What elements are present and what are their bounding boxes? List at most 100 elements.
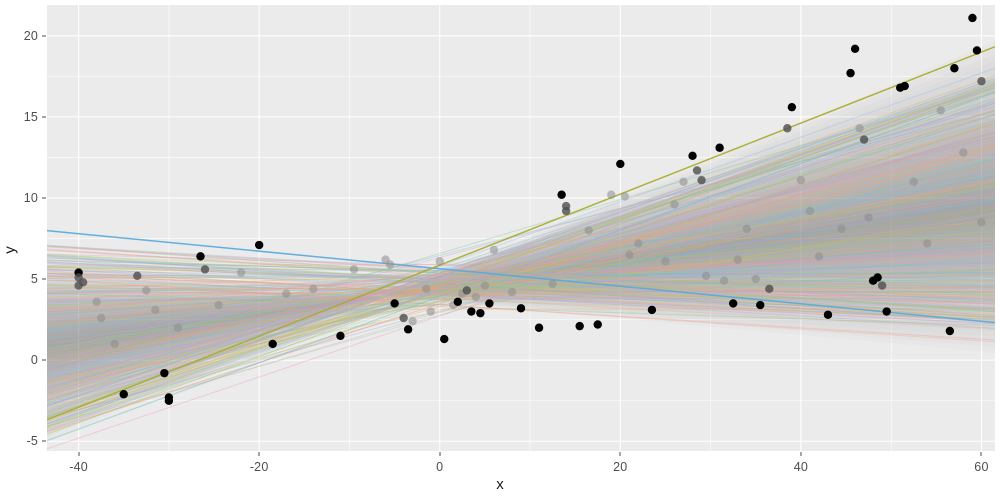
regression-line xyxy=(47,297,995,301)
regression-line xyxy=(47,240,995,330)
regression-line xyxy=(47,284,995,289)
data-point xyxy=(119,390,128,399)
regression-line xyxy=(47,230,995,307)
regression-line xyxy=(47,120,995,377)
regression-line xyxy=(47,85,995,425)
regression-line xyxy=(47,271,995,279)
steepest-positive-slope xyxy=(47,46,995,421)
regression-line xyxy=(47,272,995,297)
data-point xyxy=(670,200,679,209)
regression-line xyxy=(47,291,995,298)
regression-line xyxy=(47,130,995,407)
regression-line xyxy=(47,245,995,306)
y-axis-title: y xyxy=(1,246,19,254)
gridlines xyxy=(47,5,995,451)
regression-line xyxy=(47,91,995,441)
regression-line xyxy=(47,275,995,305)
regression-line xyxy=(47,223,995,324)
regression-line xyxy=(47,185,995,350)
regression-line xyxy=(47,217,995,331)
regression-line xyxy=(47,173,995,378)
data-point xyxy=(909,177,918,186)
regression-line xyxy=(47,160,995,391)
y-tick-label: 20 xyxy=(23,28,38,43)
data-point xyxy=(164,396,174,405)
data-point xyxy=(476,308,485,318)
regression-line xyxy=(47,102,995,425)
regression-line xyxy=(47,239,995,324)
regression-line xyxy=(47,250,995,301)
regression-line xyxy=(47,244,995,303)
data-point xyxy=(467,307,476,316)
data-point xyxy=(471,292,481,302)
x-tick-mark xyxy=(619,452,621,456)
data-point xyxy=(805,206,815,216)
data-point xyxy=(151,305,160,315)
regression-line xyxy=(47,83,995,427)
regression-line xyxy=(47,84,995,431)
regression-line xyxy=(47,199,995,332)
regression-line xyxy=(47,79,995,416)
data-point xyxy=(516,304,526,313)
data-point xyxy=(742,224,751,234)
regression-line xyxy=(47,85,995,414)
x-tick-mark xyxy=(258,452,260,456)
regression-line xyxy=(47,148,995,351)
regression-line xyxy=(47,274,995,304)
regression-line xyxy=(47,249,995,312)
data-point xyxy=(616,159,625,169)
regression-line xyxy=(47,109,995,428)
regression-line xyxy=(47,271,995,323)
data-point xyxy=(422,284,431,294)
data-point xyxy=(593,320,602,329)
data-point xyxy=(110,339,119,349)
data-point xyxy=(972,46,982,55)
y-tick-mark xyxy=(42,278,46,280)
data-point xyxy=(426,307,435,316)
regression-line xyxy=(47,268,995,329)
regression-line xyxy=(47,275,995,330)
y-tick-mark xyxy=(42,35,46,37)
data-point xyxy=(634,239,643,248)
data-point xyxy=(787,102,797,112)
regression-line xyxy=(47,254,995,294)
regression-line xyxy=(47,82,995,402)
data-point xyxy=(557,190,566,199)
regression-line xyxy=(47,91,995,401)
regression-line xyxy=(47,192,995,345)
regression-line xyxy=(47,278,995,293)
regression-line xyxy=(47,143,995,373)
regression-line xyxy=(47,238,995,330)
data-point xyxy=(480,281,490,290)
y-tick-label: 10 xyxy=(23,190,38,205)
data-point xyxy=(200,265,210,274)
regression-line xyxy=(47,86,995,435)
regression-line xyxy=(47,131,995,401)
x-tick-label: 20 xyxy=(613,460,628,474)
data-point xyxy=(850,44,860,53)
regression-line xyxy=(47,185,995,383)
regression-line xyxy=(47,273,995,287)
data-point xyxy=(282,289,291,298)
regression-line xyxy=(47,272,995,277)
data-point xyxy=(647,305,657,315)
regression-line xyxy=(47,67,995,407)
regression-line xyxy=(47,268,995,319)
regression-line xyxy=(47,208,995,356)
regression-line xyxy=(47,135,995,371)
x-tick-label: 60 xyxy=(974,460,989,474)
extreme-regression-lines xyxy=(47,46,995,421)
regression-line xyxy=(47,197,995,371)
regression-line xyxy=(47,229,995,345)
regression-line xyxy=(47,145,995,399)
data-point xyxy=(408,317,417,326)
regression-line xyxy=(47,253,995,295)
regression-line xyxy=(47,208,995,328)
regression-line xyxy=(47,135,995,382)
regression-line xyxy=(47,179,995,365)
regression-line xyxy=(47,137,995,391)
regression-line xyxy=(47,247,995,323)
scatter-points xyxy=(74,13,986,405)
regression-line xyxy=(47,266,995,321)
